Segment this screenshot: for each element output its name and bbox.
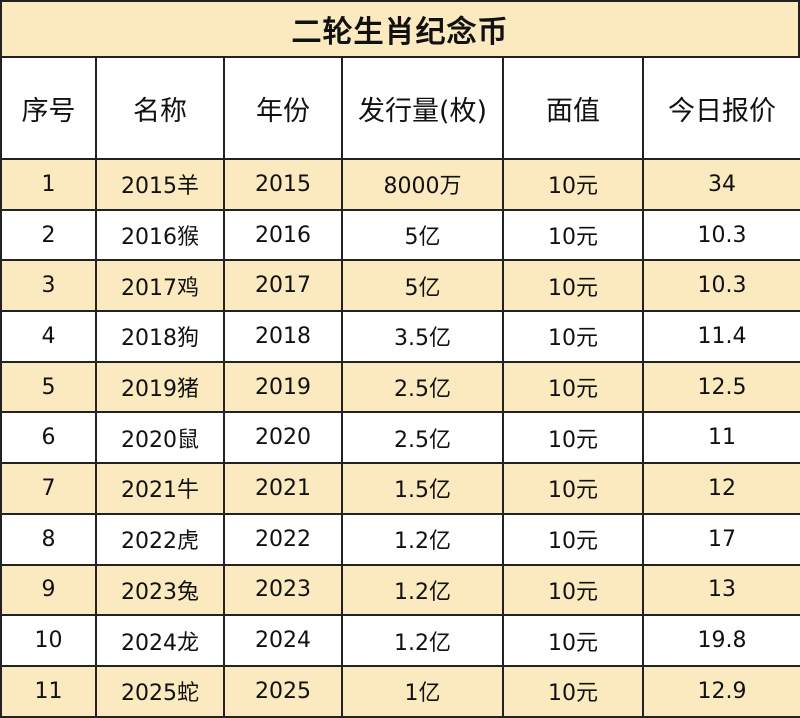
cell-year: 2018: [223, 310, 343, 363]
cell-index: 2: [0, 208, 97, 262]
header-name: 名称: [95, 56, 225, 160]
table-row: 2 2016猴 2016 5亿 10元 10.3: [0, 208, 800, 262]
table-body: 1 2015羊 2015 8000万 10元 34 2 2016猴 2016 5亿 10元 10.3 3…: [0, 158, 800, 718]
cell-mintage: 1亿: [341, 664, 504, 718]
cell-name: 2021牛: [95, 462, 225, 515]
cell-mintage: 1.5亿: [341, 462, 504, 515]
cell-index: 8: [0, 512, 97, 566]
cell-face-value: 10元: [502, 462, 644, 515]
coin-table: 序号 名称 年份 发行量(枚) 面值 今日报价 1 2015羊 2015 8000万 1…: [0, 56, 800, 718]
cell-index: 4: [0, 310, 97, 363]
cell-name: 2015羊: [95, 158, 225, 211]
cell-year: 2017: [223, 259, 343, 313]
cell-price: 11: [642, 411, 800, 465]
cell-face-value: 10元: [502, 512, 644, 566]
table-row: 5 2019猪 2019 2.5亿 10元 12.5: [0, 360, 800, 414]
cell-name: 2020鼠: [95, 411, 225, 465]
cell-face-value: 10元: [502, 158, 644, 211]
cell-face-value: 10元: [502, 664, 644, 718]
cell-mintage: 5亿: [341, 208, 504, 262]
table-row: 1 2015羊 2015 8000万 10元 34: [0, 158, 800, 211]
cell-price: 17: [642, 512, 800, 566]
cell-price: 11.4: [642, 310, 800, 363]
cell-year: 2016: [223, 208, 343, 262]
cell-face-value: 10元: [502, 563, 644, 617]
cell-name: 2022虎: [95, 512, 225, 566]
cell-price: 10.3: [642, 259, 800, 313]
cell-price: 12.5: [642, 360, 800, 414]
cell-mintage: 2.5亿: [341, 360, 504, 414]
cell-year: 2019: [223, 360, 343, 414]
cell-mintage: 8000万: [341, 158, 504, 211]
table-row: 6 2020鼠 2020 2.5亿 10元 11: [0, 411, 800, 465]
cell-index: 11: [0, 664, 97, 718]
cell-index: 10: [0, 614, 97, 667]
cell-name: 2016猴: [95, 208, 225, 262]
cell-face-value: 10元: [502, 360, 644, 414]
cell-name: 2023兔: [95, 563, 225, 617]
header-row: 序号 名称 年份 发行量(枚) 面值 今日报价: [0, 56, 800, 160]
cell-mintage: 3.5亿: [341, 310, 504, 363]
cell-name: 2017鸡: [95, 259, 225, 313]
cell-year: 2015: [223, 158, 343, 211]
header-face-value: 面值: [502, 56, 644, 160]
table-title: 二轮生肖纪念币: [0, 0, 800, 58]
cell-name: 2019猪: [95, 360, 225, 414]
cell-index: 7: [0, 462, 97, 515]
cell-name: 2025蛇: [95, 664, 225, 718]
cell-mintage: 1.2亿: [341, 512, 504, 566]
cell-mintage: 1.2亿: [341, 563, 504, 617]
table-row: 4 2018狗 2018 3.5亿 10元 11.4: [0, 310, 800, 363]
table-row: 3 2017鸡 2017 5亿 10元 10.3: [0, 259, 800, 313]
cell-index: 6: [0, 411, 97, 465]
header-price: 今日报价: [642, 56, 800, 160]
cell-year: 2024: [223, 614, 343, 667]
cell-face-value: 10元: [502, 614, 644, 667]
cell-year: 2023: [223, 563, 343, 617]
header-year: 年份: [223, 56, 343, 160]
table-row: 10 2024龙 2024 1.2亿 10元 19.8: [0, 614, 800, 667]
cell-price: 13: [642, 563, 800, 617]
cell-mintage: 5亿: [341, 259, 504, 313]
cell-name: 2024龙: [95, 614, 225, 667]
cell-name: 2018狗: [95, 310, 225, 363]
cell-price: 12: [642, 462, 800, 515]
cell-year: 2022: [223, 512, 343, 566]
cell-index: 5: [0, 360, 97, 414]
cell-face-value: 10元: [502, 208, 644, 262]
cell-face-value: 10元: [502, 259, 644, 313]
cell-mintage: 2.5亿: [341, 411, 504, 465]
table-row: 8 2022虎 2022 1.2亿 10元 17: [0, 512, 800, 566]
cell-year: 2025: [223, 664, 343, 718]
header-index: 序号: [0, 56, 97, 160]
cell-face-value: 10元: [502, 310, 644, 363]
cell-price: 12.9: [642, 664, 800, 718]
table-row: 9 2023兔 2023 1.2亿 10元 13: [0, 563, 800, 617]
cell-price: 10.3: [642, 208, 800, 262]
cell-mintage: 1.2亿: [341, 614, 504, 667]
cell-price: 19.8: [642, 614, 800, 667]
header-mintage: 发行量(枚): [341, 56, 504, 160]
table-row: 7 2021牛 2021 1.5亿 10元 12: [0, 462, 800, 515]
cell-year: 2020: [223, 411, 343, 465]
cell-index: 3: [0, 259, 97, 313]
table-row: 11 2025蛇 2025 1亿 10元 12.9: [0, 664, 800, 718]
cell-price: 34: [642, 158, 800, 211]
cell-face-value: 10元: [502, 411, 644, 465]
cell-year: 2021: [223, 462, 343, 515]
cell-index: 1: [0, 158, 97, 211]
cell-index: 9: [0, 563, 97, 617]
